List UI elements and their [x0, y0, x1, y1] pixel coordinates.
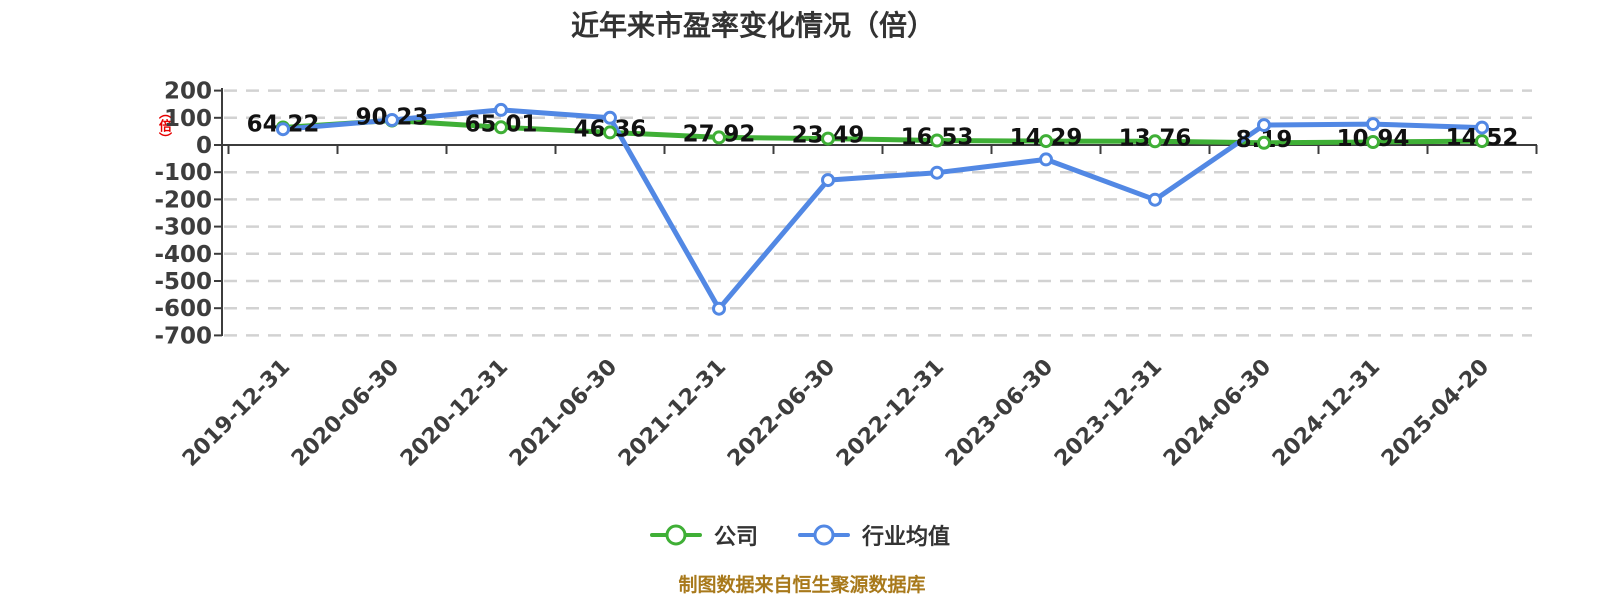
x-tick-label: 2024-06-30	[1159, 355, 1276, 472]
y-tick-label: -600	[154, 296, 212, 322]
y-tick-label: -500	[154, 269, 212, 295]
y-tick-label: 200	[164, 79, 212, 105]
industry-point	[1148, 192, 1162, 207]
company-point	[1148, 134, 1162, 149]
legend-item-company[interactable]: 公司	[649, 519, 758, 551]
x-tick-label: 2022-06-30	[723, 355, 840, 472]
y-tick-label: -100	[154, 160, 212, 186]
industry-point	[1366, 117, 1380, 132]
y-tick-label: -300	[154, 215, 212, 241]
x-tick-label: 2025-04-20	[1377, 355, 1494, 472]
x-tick-label: 2023-06-30	[941, 355, 1058, 472]
industry-point	[930, 165, 944, 180]
company-point	[1366, 135, 1380, 149]
y-axis-unit-label: （倍）	[156, 106, 171, 145]
industry-point	[385, 113, 399, 127]
company-point	[1475, 134, 1489, 149]
company-point	[712, 130, 726, 145]
industry-point	[712, 301, 726, 316]
chart-legend: 公司 行业均值	[649, 519, 950, 551]
x-tick-label: 2020-06-30	[287, 355, 404, 472]
y-tick-label: -400	[154, 242, 212, 268]
industry-point	[494, 102, 508, 117]
x-tick-label: 2021-12-31	[614, 355, 731, 472]
x-tick-label: 2021-06-30	[505, 355, 622, 472]
industry-point	[603, 110, 617, 125]
industry-series-marker-icon	[798, 524, 850, 546]
x-tick-label: 2019-12-31	[178, 355, 295, 472]
company-line	[280, 118, 1485, 146]
y-tick-label: -200	[154, 187, 212, 213]
y-tick-label: -700	[154, 323, 212, 349]
legend-label-company: 公司	[713, 525, 758, 550]
company-point	[1039, 134, 1053, 149]
industry-point	[1257, 118, 1271, 133]
company-point	[603, 125, 617, 140]
company-point	[494, 120, 508, 135]
x-tick-label: 2023-12-31	[1050, 355, 1167, 472]
company-point	[821, 131, 835, 146]
company-point	[930, 133, 944, 148]
industry-point	[1039, 152, 1053, 167]
company-series-marker-icon	[649, 524, 702, 546]
industry-point	[276, 122, 290, 137]
legend-item-industry[interactable]: 行业均值	[798, 519, 950, 551]
x-tick-label: 2020-12-31	[396, 355, 513, 472]
y-tick-label: 0	[196, 133, 212, 159]
chart-title: 近年来市盈率变化情况（倍）	[570, 9, 936, 42]
industry-line	[280, 107, 1485, 312]
y-tick-label: 100	[164, 106, 212, 132]
legend-label-industry: 行业均值	[862, 525, 951, 550]
data-source-note: 制图数据来自恒生聚源数据库	[678, 574, 926, 596]
industry-point	[1475, 120, 1489, 135]
industry-point	[821, 173, 835, 188]
x-tick-label: 2024-12-31	[1268, 355, 1385, 472]
company-point	[1257, 135, 1271, 150]
x-tick-label: 2022-12-31	[832, 355, 949, 472]
